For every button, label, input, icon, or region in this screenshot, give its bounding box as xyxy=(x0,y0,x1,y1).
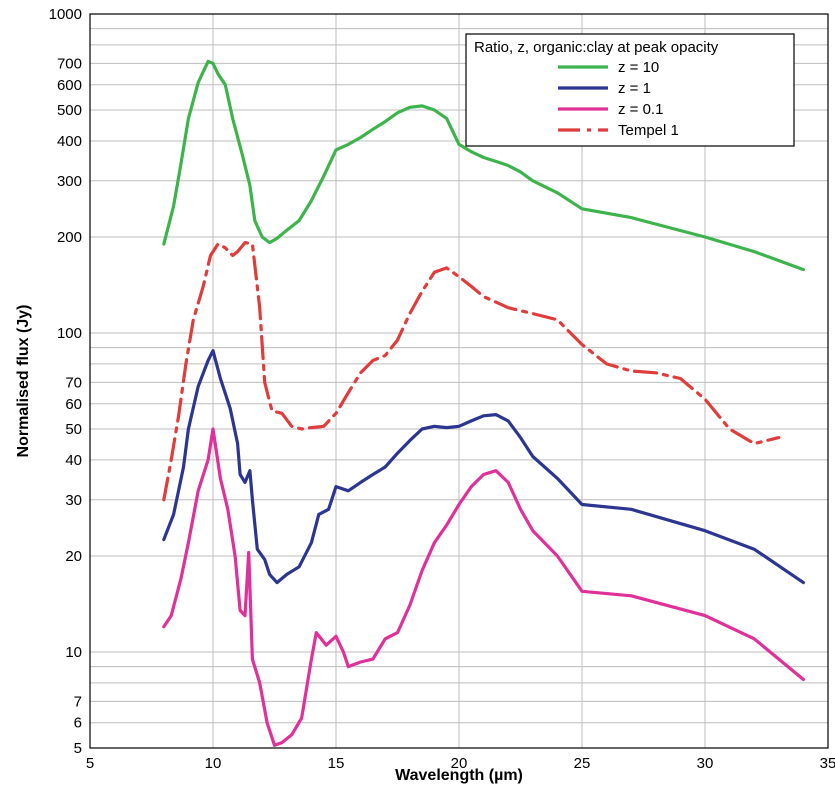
x-tick-label: 5 xyxy=(86,755,94,772)
y-tick-label: 10 xyxy=(65,644,82,661)
series-line-2 xyxy=(162,427,806,747)
y-tick-label: 60 xyxy=(65,396,82,413)
y-tick-label: 6 xyxy=(74,715,82,732)
y-tick-label: 30 xyxy=(65,492,82,509)
x-tick-label: 10 xyxy=(205,755,222,772)
legend: Ratio, z, organic:clay at peak opacity z… xyxy=(465,33,795,147)
series-line-1 xyxy=(162,349,806,585)
series-layer xyxy=(162,59,806,747)
legend-label-0: z = 10 xyxy=(618,59,659,76)
plot-frame xyxy=(89,13,829,749)
y-tick-label: 20 xyxy=(65,548,82,565)
legend-items: z = 10 z = 1 z = 0.1 Tempel 1 xyxy=(558,59,679,139)
legend-title: Ratio, z, organic:clay at peak opacity xyxy=(474,39,719,56)
y-tick-label: 100 xyxy=(57,325,82,342)
x-tick-label: 20 xyxy=(451,755,468,772)
legend-label-3: Tempel 1 xyxy=(618,122,679,139)
y-tick-label: 700 xyxy=(57,55,82,72)
x-tick-label: 15 xyxy=(328,755,345,772)
y-tick-label: 600 xyxy=(57,77,82,94)
legend-box xyxy=(465,33,795,147)
legend-label-1: z = 1 xyxy=(618,80,651,97)
x-axis-label: Wavelength (µm) xyxy=(395,767,523,784)
x-tick-label: 35 xyxy=(820,755,835,772)
y-tick-label: 200 xyxy=(57,229,82,246)
y-tick-label: 400 xyxy=(57,133,82,150)
legend-label-2: z = 0.1 xyxy=(618,101,663,118)
y-axis-label: Normalised flux (Jy) xyxy=(15,305,32,458)
series-line-3 xyxy=(162,241,781,502)
y-tick-label: 70 xyxy=(65,374,82,391)
y-tick-label: 50 xyxy=(65,421,82,438)
y-tick-label: 7 xyxy=(74,693,82,710)
x-tick-label: 30 xyxy=(697,755,714,772)
y-tick-label: 40 xyxy=(65,452,82,469)
y-tick-label: 300 xyxy=(57,173,82,190)
series-line-0 xyxy=(162,59,806,272)
y-tick-label: 5 xyxy=(74,740,82,757)
x-tick-label: 25 xyxy=(574,755,591,772)
y-tick-label: 1000 xyxy=(49,6,82,23)
axis-ticks: 5 6 7 10 20 30 40 50 60 70 100 200 300 400 500 600 700 10… xyxy=(49,6,835,772)
y-tick-label: 500 xyxy=(57,102,82,119)
